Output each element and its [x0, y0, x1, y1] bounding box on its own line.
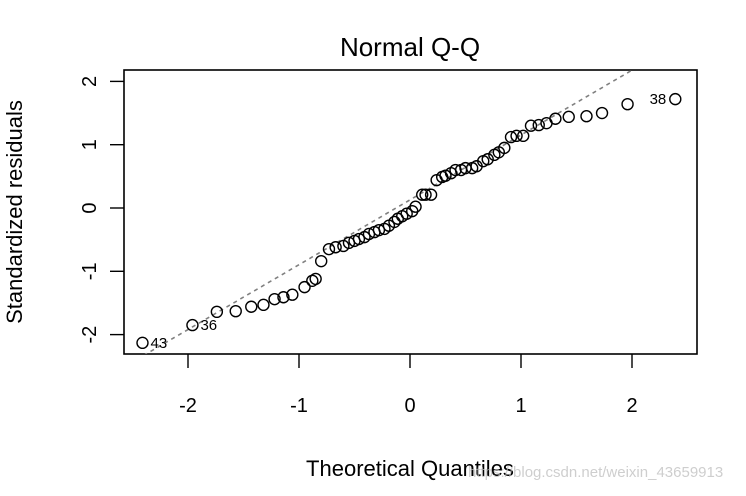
data-point — [669, 92, 682, 106]
y-axis: -2 -1 0 1 2 — [79, 76, 124, 344]
data-point — [298, 280, 311, 294]
x-tick-label: -1 — [290, 395, 308, 417]
data-point — [580, 110, 593, 123]
y-tick-label: 1 — [79, 139, 101, 150]
qq-line — [144, 70, 634, 354]
data-point — [419, 188, 432, 201]
point-labels: 43 36 38 — [150, 91, 666, 352]
point-label: 38 — [650, 91, 667, 108]
data-point — [315, 254, 328, 268]
data-point — [549, 112, 562, 125]
data-point — [286, 288, 299, 301]
data-point — [416, 188, 429, 201]
data-point — [268, 292, 281, 306]
data-point — [409, 200, 422, 213]
data-point — [277, 291, 290, 304]
x-tick-label: 0 — [404, 395, 415, 417]
point-label: 36 — [200, 317, 217, 334]
data-point — [210, 305, 224, 319]
x-axis: -2 -1 0 1 2 — [179, 354, 638, 417]
data-point — [257, 298, 270, 312]
data-point — [424, 188, 438, 201]
data-point — [481, 153, 494, 166]
data-point — [517, 129, 530, 143]
data-point — [524, 119, 538, 132]
plot-frame — [123, 69, 698, 355]
y-tick-label: -2 — [79, 326, 101, 344]
data-point — [498, 141, 511, 155]
data-point — [372, 223, 386, 237]
watermark: https://blog.csdn.net/weixin_43659913 — [468, 464, 724, 481]
data-point — [309, 272, 322, 286]
data-point — [562, 110, 575, 124]
data-point — [400, 207, 413, 220]
data-point — [621, 97, 634, 111]
data-point — [504, 130, 518, 144]
data-point — [352, 232, 366, 246]
point-label: 43 — [150, 335, 167, 352]
data-point — [439, 169, 452, 182]
x-tick-label: 2 — [626, 395, 637, 417]
data-point — [329, 241, 342, 254]
x-axis-label: Theoretical Quantiles — [306, 456, 514, 481]
y-tick-label: 2 — [79, 76, 101, 87]
data-point — [322, 242, 336, 256]
data-point — [229, 304, 242, 318]
data-point — [136, 336, 149, 350]
data-point — [245, 300, 258, 313]
data-point — [532, 118, 545, 132]
x-tick-label: 1 — [515, 395, 526, 417]
chart-title: Normal Q-Q — [340, 32, 480, 62]
y-tick-label: 0 — [79, 202, 101, 213]
reference-line — [144, 70, 634, 354]
x-tick-label: -2 — [179, 395, 197, 417]
y-axis-label: Standardized residuals — [2, 100, 27, 324]
y-tick-label: -1 — [79, 262, 101, 280]
data-point — [595, 106, 609, 120]
data-point — [186, 318, 199, 332]
data-points — [136, 92, 682, 350]
data-point — [510, 129, 523, 143]
